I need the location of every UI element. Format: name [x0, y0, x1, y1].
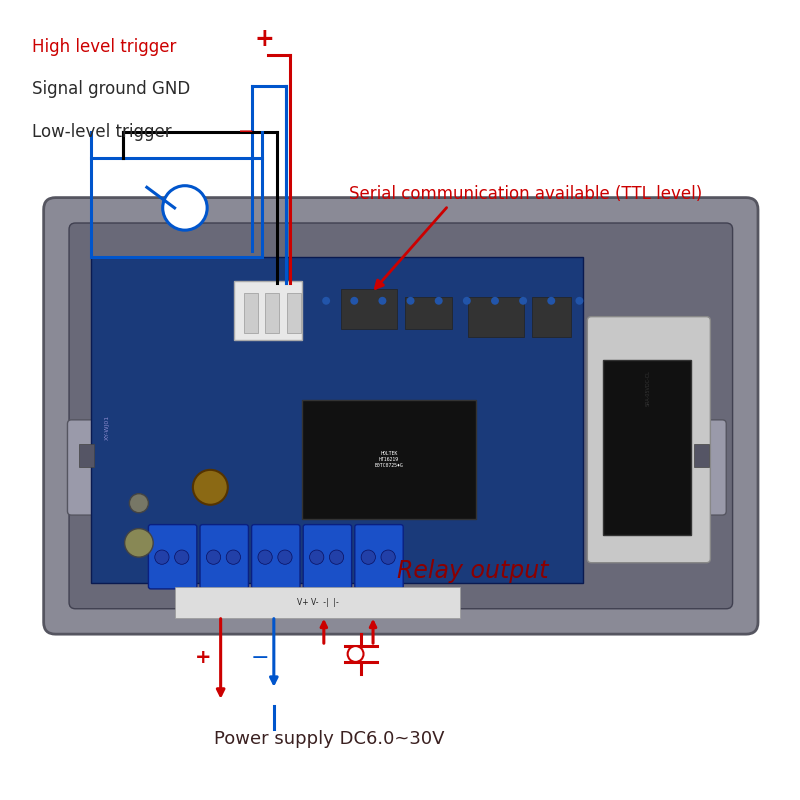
FancyBboxPatch shape [67, 420, 107, 515]
Circle shape [258, 550, 272, 564]
FancyBboxPatch shape [200, 525, 249, 589]
Circle shape [266, 297, 274, 305]
Circle shape [154, 550, 169, 564]
Bar [302, 400, 476, 519]
Bar [694, 444, 709, 467]
Circle shape [575, 297, 583, 305]
Bar [91, 257, 583, 582]
Circle shape [125, 529, 153, 557]
Text: HOLTEK
HT16219
B0TC0725♦G: HOLTEK HT16219 B0TC0725♦G [374, 451, 403, 468]
FancyBboxPatch shape [44, 198, 758, 634]
FancyBboxPatch shape [303, 525, 352, 589]
Circle shape [381, 550, 395, 564]
Circle shape [322, 297, 330, 305]
Text: −: − [250, 648, 269, 668]
Circle shape [206, 550, 221, 564]
FancyBboxPatch shape [149, 525, 197, 589]
Circle shape [348, 646, 363, 662]
Circle shape [519, 297, 527, 305]
Text: +: + [195, 649, 211, 667]
Text: XY-WJ01: XY-WJ01 [105, 415, 110, 440]
FancyBboxPatch shape [587, 317, 710, 562]
Bar [91, 158, 262, 257]
FancyBboxPatch shape [69, 223, 733, 609]
FancyBboxPatch shape [354, 525, 403, 589]
Bar [244, 293, 258, 333]
FancyBboxPatch shape [252, 525, 300, 589]
Text: Serial communication available (TTL level): Serial communication available (TTL leve… [350, 185, 702, 202]
Text: Power supply DC6.0~30V: Power supply DC6.0~30V [214, 730, 445, 748]
Circle shape [130, 494, 149, 513]
Circle shape [174, 550, 189, 564]
Circle shape [330, 550, 344, 564]
Text: Low-level trigger: Low-level trigger [32, 122, 171, 141]
Circle shape [547, 297, 555, 305]
Bar [286, 293, 301, 333]
Circle shape [226, 550, 241, 564]
Bar [234, 281, 302, 341]
Bar [603, 360, 690, 535]
Text: Relay output: Relay output [397, 558, 548, 582]
Circle shape [406, 297, 414, 305]
Circle shape [434, 297, 442, 305]
Bar [342, 289, 397, 329]
Text: Signal ground GND: Signal ground GND [32, 80, 190, 98]
FancyBboxPatch shape [686, 420, 726, 515]
Bar [405, 297, 453, 329]
Circle shape [193, 470, 228, 505]
Text: SRA-05VDC-CL: SRA-05VDC-CL [646, 370, 651, 406]
Text: V+ V-  -|  |-: V+ V- -| |- [297, 598, 338, 607]
Circle shape [278, 550, 292, 564]
Bar [265, 293, 279, 333]
Text: +: + [254, 26, 274, 50]
Circle shape [310, 550, 324, 564]
Bar [468, 297, 524, 337]
Circle shape [294, 297, 302, 305]
Circle shape [491, 297, 499, 305]
Circle shape [350, 297, 358, 305]
Bar [79, 444, 94, 467]
Circle shape [162, 186, 207, 230]
Circle shape [361, 550, 375, 564]
Bar [532, 297, 571, 337]
Circle shape [378, 297, 386, 305]
Bar [174, 586, 460, 618]
Circle shape [463, 297, 471, 305]
Text: High level trigger: High level trigger [32, 38, 176, 56]
Text: −: − [238, 122, 254, 142]
